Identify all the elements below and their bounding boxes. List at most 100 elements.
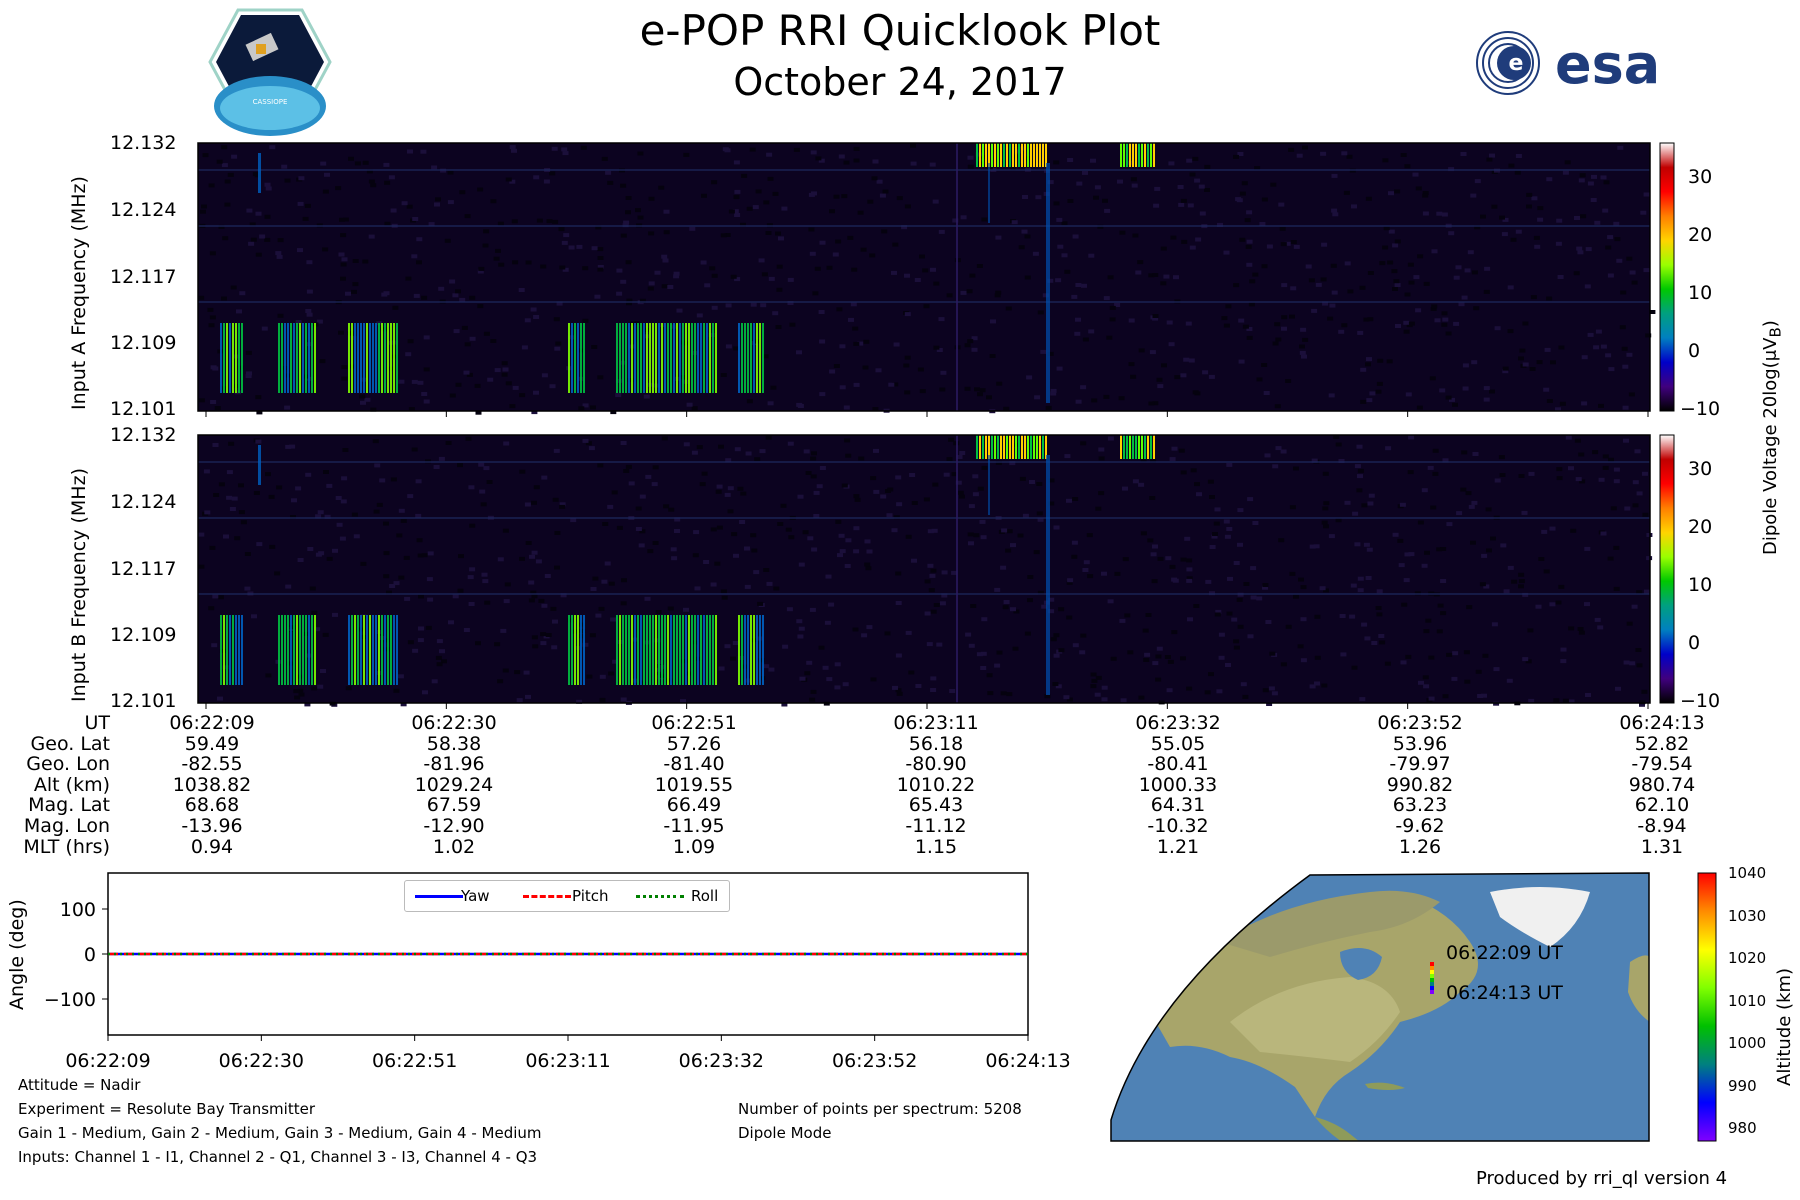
colorbar-label: Dipole Voltage 20log(μVB) — [1760, 320, 1785, 555]
altitude-tick: 1030 — [1728, 906, 1767, 925]
ephemeris-cell: 1.21 — [1156, 835, 1200, 858]
x-tick-label: 06:22:09 — [65, 1050, 150, 1072]
info-points: Number of points per spectrum: 5208 — [738, 1100, 1022, 1118]
spectrogram-background — [198, 435, 1650, 703]
cbar-tick: 30 — [1688, 458, 1713, 480]
orbit-point — [1430, 986, 1434, 990]
orbit-point — [1430, 962, 1434, 966]
legend-label-pitch: Pitch — [572, 887, 609, 905]
info-inputs: Inputs: Channel 1 - I1, Channel 2 - Q1, … — [18, 1148, 538, 1166]
ephemeris-cell: 52.82 — [1634, 732, 1690, 755]
ephemeris-cell: -81.96 — [423, 753, 485, 776]
y-tick-label: 100 — [60, 899, 96, 921]
colorbar-label-text: Dipole Voltage 20log(μV — [1760, 337, 1781, 555]
ephemeris-cell: 06:22:09 — [169, 712, 255, 734]
spectrogram-background — [198, 143, 1650, 411]
ytick: 12.132 — [110, 132, 177, 154]
legend-label-roll: Roll — [691, 887, 719, 905]
ephemeris-cell: 66.49 — [666, 794, 722, 817]
altitude-colorbar — [1697, 872, 1717, 1142]
y-tick-label: 0 — [84, 944, 96, 966]
ephemeris-cell: -11.95 — [663, 815, 725, 837]
map-start-label: 06:22:09 UT — [1446, 942, 1563, 964]
cbar-tick: 20 — [1688, 516, 1713, 538]
cbar-tick: 30 — [1688, 166, 1713, 188]
esa-logo: e esa — [1476, 31, 1660, 96]
colorbar-gradient — [1659, 434, 1675, 704]
cbar-tick: 20 — [1688, 224, 1713, 246]
spectrogram-b — [197, 434, 1653, 709]
legend-swatch-roll — [636, 895, 684, 898]
spectrogram-a — [197, 142, 1656, 417]
plot-date: October 24, 2017 — [733, 60, 1067, 104]
ephemeris-cell: 67.59 — [426, 794, 482, 817]
info-produced: Produced by rri_ql version 4 — [1476, 1168, 1728, 1189]
ephemeris-cell: 06:23:32 — [1135, 712, 1221, 734]
ephemeris-cell: 62.10 — [1634, 794, 1690, 817]
ephemeris-cell: -13.96 — [181, 815, 243, 837]
attitude-ylabel: Angle (deg) — [6, 899, 28, 1010]
ephemeris-cell: 57.26 — [666, 732, 722, 755]
esa-logo-text: esa — [1555, 33, 1660, 96]
ephemeris-cell: -80.41 — [1147, 753, 1209, 776]
ephemeris-cell: 53.96 — [1392, 732, 1448, 755]
legend-swatch-yaw — [415, 895, 463, 898]
ephemeris-cell: 59.49 — [184, 732, 240, 755]
ephemeris-cell: -9.62 — [1395, 815, 1445, 837]
ytick: 12.117 — [110, 266, 177, 288]
orbit-point — [1430, 978, 1434, 982]
ephemeris-cell: -12.90 — [423, 815, 485, 837]
spectrogram-frame — [197, 142, 1651, 412]
ytick: 12.101 — [110, 690, 177, 712]
ephemeris-cell: 06:24:13 — [1619, 712, 1705, 734]
ephemeris-cell: 0.94 — [190, 835, 234, 858]
ephemeris-cell: 1.09 — [672, 835, 716, 858]
orbit-point — [1430, 982, 1434, 986]
ephemeris-row-label: Alt (km) — [33, 773, 110, 796]
cassiope-logo-text: CASSIOPE — [253, 98, 288, 106]
colorbar-gradient — [1697, 872, 1717, 1142]
info-gains: Gain 1 - Medium, Gain 2 - Medium, Gain 3… — [18, 1124, 542, 1142]
orbit-point — [1430, 970, 1434, 974]
cbar-tick: 0 — [1688, 340, 1701, 362]
ephemeris-cell: 990.82 — [1386, 773, 1454, 796]
cbar-tick: 0 — [1688, 632, 1701, 654]
ephemeris-cell: 1000.33 — [1138, 773, 1218, 796]
colorbar-label-sub: B — [1766, 327, 1785, 338]
ephemeris-cell: 65.43 — [908, 794, 964, 817]
x-tick-label: 06:24:13 — [985, 1050, 1070, 1072]
x-tick-label: 06:23:52 — [832, 1050, 917, 1072]
spectrogram-frame — [197, 434, 1651, 704]
ephemeris-cell: 980.74 — [1628, 773, 1696, 796]
orbit-map — [1110, 872, 1650, 1142]
ephemeris-row-label: Mag. Lat — [28, 794, 110, 817]
ephemeris-cell: 06:22:51 — [651, 712, 737, 734]
altitude-colorbar-label: Altitude (km) — [1774, 967, 1795, 1086]
cassiope-logo: CASSIOPE — [208, 8, 332, 136]
ephemeris-cell: -10.32 — [1147, 815, 1209, 837]
colorbar-label-end: ) — [1760, 320, 1781, 328]
ephemeris-cell: 06:22:30 — [411, 712, 497, 734]
ephemeris-cell: 64.31 — [1150, 794, 1206, 817]
info-experiment: Experiment = Resolute Bay Transmitter — [18, 1100, 315, 1118]
x-tick-label: 06:23:32 — [679, 1050, 764, 1072]
ytick: 12.101 — [110, 398, 177, 420]
ephemeris-cell: 68.68 — [184, 794, 240, 817]
y-tick-label: −100 — [44, 989, 96, 1011]
ephemeris-cell: 1.31 — [1640, 835, 1684, 858]
ephemeris-row-label: MLT (hrs) — [23, 835, 110, 858]
ephemeris-cell: 1.15 — [914, 835, 958, 858]
cbar-tick: 10 — [1688, 574, 1713, 596]
orbit-point — [1430, 974, 1434, 978]
ephemeris-cell: 06:23:11 — [893, 712, 979, 734]
ephemeris-row-label: Geo. Lon — [26, 753, 110, 776]
orbit-point — [1430, 966, 1434, 970]
ephemeris-cell: 55.05 — [1150, 732, 1206, 755]
ephemeris-cell: -80.90 — [905, 753, 967, 776]
spectrogram-b-ylabel: Input B Frequency (MHz) — [68, 468, 90, 702]
info-mode: Dipole Mode — [738, 1124, 832, 1142]
svg-text:e: e — [1509, 51, 1524, 76]
ephemeris-cell: -11.12 — [905, 815, 967, 837]
spectrogram-a-ylabel: Input A Frequency (MHz) — [68, 176, 90, 410]
x-tick-label: 06:22:30 — [219, 1050, 304, 1072]
